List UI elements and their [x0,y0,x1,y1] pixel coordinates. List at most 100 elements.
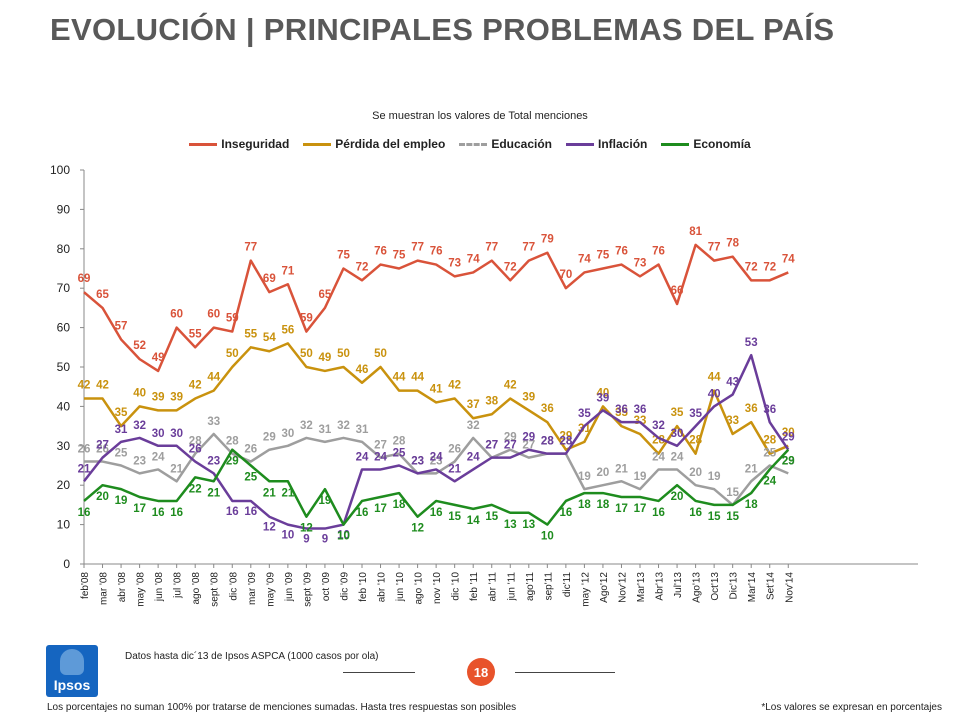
data-label: 21 [745,463,758,475]
data-label: 32 [300,420,313,432]
data-label: 31 [115,424,128,436]
data-label: 26 [96,444,109,456]
data-label: 21 [281,487,294,499]
y-tick-label: 10 [57,518,71,532]
data-label: 16 [689,507,702,519]
ipsos-logo: Ipsos [46,645,98,697]
data-label: 36 [634,404,647,416]
data-label: 21 [448,463,461,475]
x-tick-label: dic '10 [451,572,462,601]
data-label: 72 [763,261,776,273]
data-label: 33 [726,415,739,427]
data-label: 10 [281,530,294,542]
data-label: 21 [207,487,220,499]
data-label: 20 [671,491,684,503]
y-tick-label: 90 [57,202,71,216]
data-label: 16 [152,507,165,519]
x-tick-label: Nov'12 [617,572,628,603]
data-label: 36 [745,403,758,415]
y-tick-label: 50 [57,360,71,374]
legend-item-inflacion: Inflación [566,137,647,151]
data-label: 40 [133,387,146,399]
data-label: 76 [374,246,387,258]
data-label: 14 [467,515,480,527]
data-label: 18 [578,499,591,511]
data-label: 42 [96,380,109,392]
data-label: 35 [115,407,128,419]
data-label: 19 [115,495,128,507]
data-label: 60 [207,309,220,321]
x-tick-label: Abr'13 [655,572,666,601]
y-tick-label: 70 [57,281,71,295]
data-label: 40 [597,387,610,399]
data-label: 10 [541,531,554,543]
x-tick-label: jun '09 [284,572,295,603]
x-tick-label: ago'11 [525,572,536,601]
data-label: 50 [337,348,350,360]
series-line-0 [83,243,789,373]
data-label: 54 [263,332,276,344]
x-tick-label: Ago'13 [692,572,703,603]
x-tick-label: Set'14 [766,572,777,600]
x-tick-label: Dic'13 [729,572,740,600]
y-tick-label: 0 [63,557,70,571]
data-label: 17 [634,503,647,515]
data-label: 77 [244,242,257,254]
data-label: 16 [226,506,239,518]
legend-swatch [459,142,488,146]
legend-label: Inseguridad [221,137,290,151]
x-tick-label: jul '08 [173,572,184,599]
data-label: 24 [652,451,665,463]
data-label: 15 [448,511,461,523]
legend-label: Educación [491,137,553,151]
data-label: 78 [726,238,739,250]
x-tick-label: abr '11 [488,572,499,602]
data-label: 21 [78,463,91,475]
data-label: 28 [393,436,406,448]
data-label: 77 [708,242,721,254]
data-label: 35 [615,407,628,419]
data-label: 20 [597,467,610,479]
x-tick-label: Jul'13 [673,572,684,598]
data-label: 75 [597,250,610,262]
data-label: 30 [671,428,684,440]
data-label: 10 [337,531,350,543]
data-label: 69 [263,273,276,285]
x-tick-label: may '08 [136,572,147,607]
x-tick-label: feb '10 [358,572,369,602]
data-label: 75 [393,250,406,262]
data-label: 50 [374,348,387,360]
data-label: 46 [356,364,369,376]
data-label: 42 [189,380,202,392]
x-tick-label: sep'11 [543,572,554,601]
data-label: 26 [448,444,461,456]
x-tick-label: mar '09 [247,572,258,605]
x-tick-label: dic'11 [562,572,573,598]
data-label: 27 [374,440,387,452]
data-label: 72 [745,261,758,273]
data-label: 52 [133,340,146,352]
data-label: 28 [559,436,572,448]
data-label: 19 [578,471,591,483]
data-label: 18 [393,499,406,511]
data-label: 42 [448,380,461,392]
data-label: 20 [689,467,702,479]
data-label: 29 [782,456,795,468]
x-tick-label: feb'08 [80,572,91,599]
data-label: 31 [356,424,369,436]
x-tick-label: nov '10 [432,572,443,604]
data-label: 37 [467,399,480,411]
data-label: 30 [170,428,183,440]
data-label: 73 [634,257,647,269]
data-label: 29 [522,432,535,444]
data-label: 12 [300,523,313,535]
data-label: 77 [522,242,535,254]
data-label: 24 [356,451,369,463]
data-label: 29 [504,432,517,444]
data-label: 59 [300,313,313,325]
data-label: 22 [189,483,202,495]
data-label: 10 [337,530,350,542]
logo-text: Ipsos [53,677,91,693]
data-label: 27 [522,440,535,452]
